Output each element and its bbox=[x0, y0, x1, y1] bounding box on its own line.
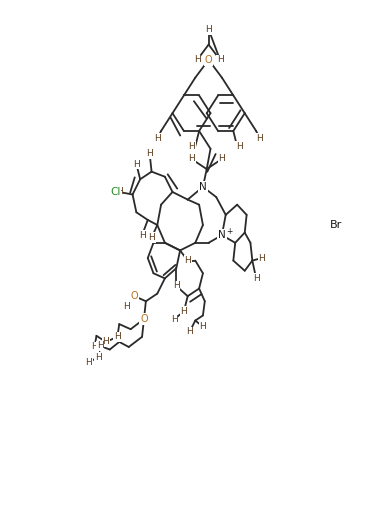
Text: H: H bbox=[114, 332, 121, 341]
Text: O: O bbox=[131, 291, 138, 301]
Text: H: H bbox=[219, 154, 225, 164]
Text: H: H bbox=[116, 188, 123, 196]
Text: Br: Br bbox=[330, 220, 342, 230]
Text: H: H bbox=[173, 282, 180, 290]
Text: H: H bbox=[139, 230, 146, 240]
Text: H: H bbox=[85, 358, 92, 367]
Text: H: H bbox=[154, 134, 160, 143]
Text: H: H bbox=[148, 233, 155, 242]
Text: H: H bbox=[236, 142, 242, 151]
Text: H: H bbox=[200, 322, 206, 331]
Text: H: H bbox=[146, 149, 153, 158]
Text: H: H bbox=[91, 342, 98, 352]
Text: H: H bbox=[184, 256, 191, 265]
Text: H: H bbox=[97, 341, 104, 351]
Text: Cl: Cl bbox=[110, 187, 121, 197]
Text: H: H bbox=[171, 315, 178, 323]
Text: H: H bbox=[103, 337, 109, 346]
Text: +: + bbox=[226, 226, 233, 236]
Text: H: H bbox=[133, 159, 140, 169]
Text: H: H bbox=[217, 55, 223, 64]
Text: H: H bbox=[180, 307, 187, 316]
Text: N: N bbox=[218, 230, 226, 240]
Text: H: H bbox=[123, 302, 130, 311]
Text: O: O bbox=[205, 55, 213, 65]
Text: O: O bbox=[140, 314, 148, 324]
Text: H: H bbox=[171, 315, 178, 323]
Text: H: H bbox=[194, 55, 201, 64]
Text: H: H bbox=[95, 353, 102, 362]
Text: H: H bbox=[186, 327, 193, 336]
Text: H: H bbox=[257, 134, 264, 143]
Text: H: H bbox=[259, 253, 265, 263]
Text: N: N bbox=[199, 182, 207, 192]
Text: H: H bbox=[253, 274, 260, 283]
Text: H: H bbox=[188, 154, 195, 164]
Text: H: H bbox=[205, 25, 212, 34]
Text: H: H bbox=[188, 142, 195, 151]
